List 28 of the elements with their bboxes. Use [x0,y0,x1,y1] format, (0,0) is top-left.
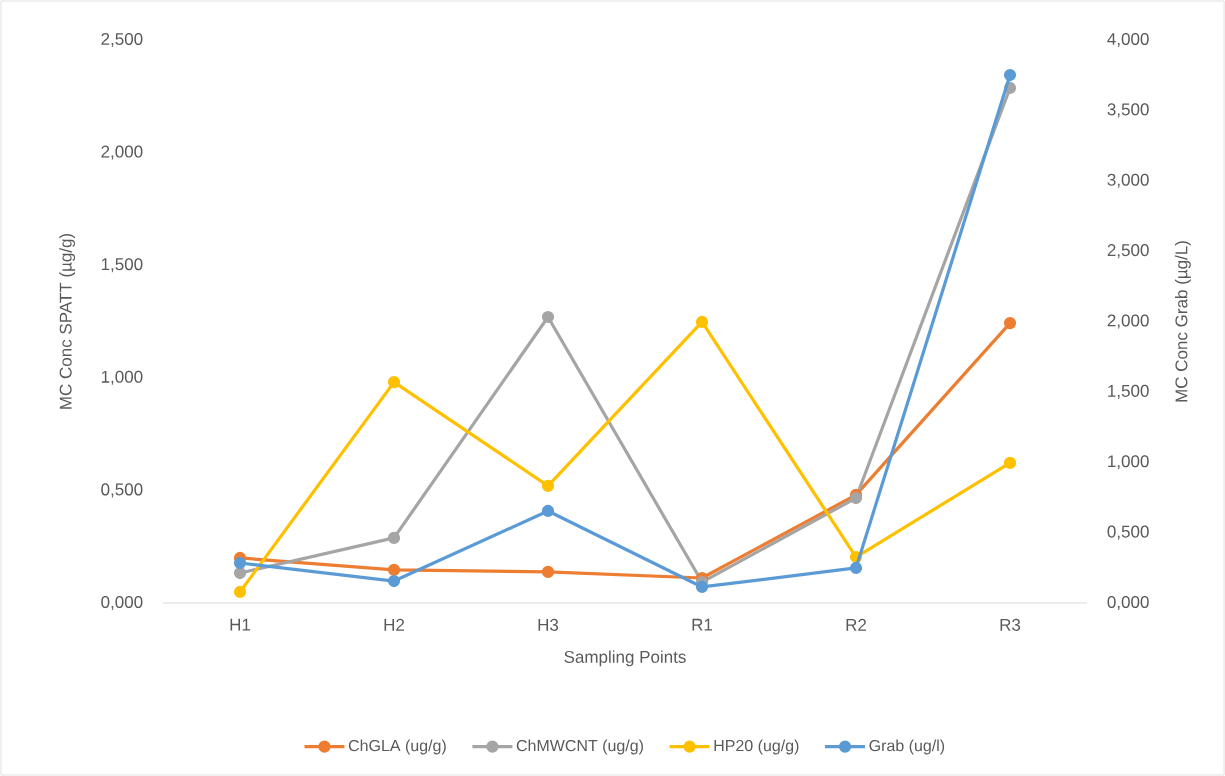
y2-axis-title: MC Conc Grab (µg/L) [1174,241,1191,402]
legend-label: ChGLA (ug/g) [348,739,446,755]
y-tick-label: 2,000 [101,145,143,160]
y-tick-label: 2,500 [101,32,143,48]
legend-label: ChMWCNT (ug/g) [516,739,643,755]
y2-tick-label: 0,500 [1107,525,1149,540]
y2-tick-label: 4,000 [1107,32,1149,48]
x-tick-label: R3 [1000,618,1021,631]
y2-tick-label: 2,500 [1107,244,1149,259]
x-tick-label: H2 [384,618,405,631]
y-tick-label: 0,000 [101,595,143,611]
y2-tick-label: 1,500 [1108,384,1149,399]
x-tick-label: R2 [846,618,867,631]
y2-tick-label: 2,000 [1107,314,1149,329]
y-tick-label: 1,500 [101,258,143,273]
legend-label: Grab (ug/l) [869,739,945,755]
y2-tick-label: 1,000 [1108,455,1149,470]
x-tick-label: H1 [230,618,251,631]
x-axis-title: Sampling Points [564,650,686,667]
y2-tick-label: 0,000 [1107,595,1149,611]
y-tick-label: 1,000 [101,370,143,385]
y-tick-label: 0,500 [101,483,143,498]
legend-label: HP20 (ug/g) [714,739,799,755]
x-tick-label: H3 [538,618,559,631]
y2-tick-label: 3,000 [1107,173,1149,188]
y2-tick-label: 3,500 [1107,103,1149,118]
x-tick-label: R1 [692,618,713,631]
y-axis-title: MC Conc SPATT (µg/g) [59,233,76,409]
